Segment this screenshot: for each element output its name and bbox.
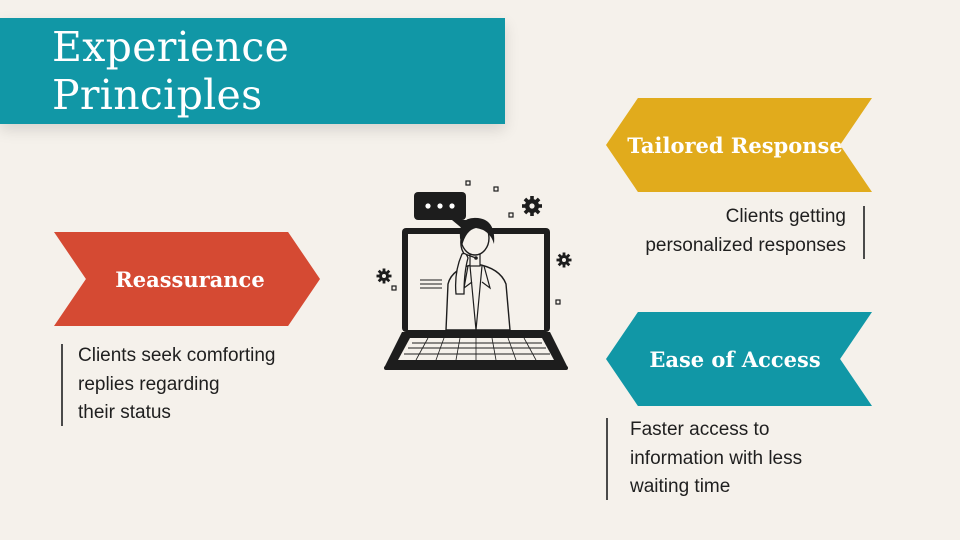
tailored-response-description: Clients getting personalized responses [645,206,846,256]
page-title: Experience Principles [52,23,290,119]
reassurance-divider [61,344,63,426]
tailored-response-banner: Tailored Response [606,98,872,192]
gear-icon [556,252,572,268]
tailored-response-label: Tailored Response [627,132,843,158]
support-agent-icon [445,217,511,331]
ease-of-access-divider [606,418,608,500]
reassurance-label: Reassurance [115,266,265,292]
ease-of-access-banner: Ease of Access [606,312,872,406]
ease-of-access-description: Faster access to information with less w… [630,419,803,497]
reassurance-description: Clients seek comforting replies regardin… [78,345,276,423]
support-agent-laptop-illustration [376,180,572,370]
gear-icon [522,196,542,216]
tailored-response-divider [863,206,865,259]
ease-of-access-label: Ease of Access [649,346,821,372]
chat-bubble-icon [414,192,466,230]
gear-icon [376,268,392,284]
title-banner: Experience Principles [0,18,505,124]
reassurance-banner: Reassurance [54,232,320,326]
